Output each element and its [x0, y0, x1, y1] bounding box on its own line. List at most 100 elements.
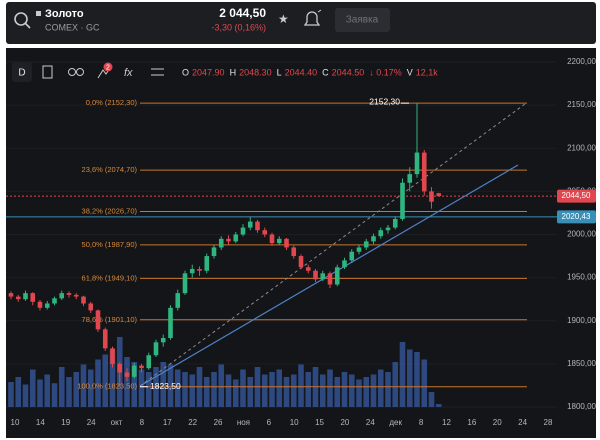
x-tick-label: 16 [467, 418, 476, 427]
x-tick-label: 14 [36, 418, 45, 427]
candle-body [182, 273, 188, 294]
volume-bar [406, 349, 413, 407]
candle-body [146, 355, 152, 369]
candle-body [291, 247, 297, 257]
y-tick-label: 2150,00 [567, 100, 596, 109]
candle-body [139, 365, 144, 369]
candle-body [298, 256, 304, 268]
volume-bar [261, 374, 268, 407]
candle-body [124, 372, 130, 377]
x-tick-label: 17 [163, 418, 172, 427]
search-icon[interactable] [14, 12, 31, 29]
candle-body [95, 310, 101, 330]
x-tick-label: 24 [87, 418, 96, 427]
interval[interactable]: D [18, 68, 25, 79]
order-button-label[interactable]: Заявка [346, 15, 379, 26]
candle-body [356, 247, 362, 252]
fib-label: 100,0% (1823,50) [77, 382, 137, 391]
ohlc-key: O [182, 67, 189, 77]
volume-bar [51, 383, 58, 407]
candle-body [233, 234, 239, 242]
x-tick-label: 6 [267, 418, 272, 427]
volume-bar [160, 362, 167, 407]
x-tick-label: окт [111, 418, 123, 427]
candle-body [320, 273, 326, 280]
lock-icon [36, 11, 41, 16]
x-tick-label: ноя [237, 418, 250, 427]
alert-icon[interactable] [303, 9, 322, 26]
compare-icon[interactable] [68, 68, 84, 76]
volume-bar [283, 377, 290, 407]
volume-bar [247, 377, 254, 407]
x-tick-label: 8 [419, 418, 424, 427]
settings-icon[interactable] [151, 68, 164, 76]
candle-body [255, 221, 260, 231]
volume-bar [22, 384, 29, 407]
candle-body [305, 267, 311, 271]
volume-bar [327, 369, 333, 407]
x-tick-label: 24 [518, 418, 527, 427]
candle-body [313, 270, 318, 280]
volume-bar [66, 377, 72, 407]
candle-body [342, 260, 347, 268]
volume-bar [58, 367, 65, 407]
candle-body [218, 238, 224, 248]
interval-button[interactable] [12, 62, 32, 82]
volume-bar [138, 369, 145, 407]
volume-bar [189, 374, 196, 407]
volume-bar [276, 369, 283, 407]
x-tick-label: 20 [493, 418, 502, 427]
volume-bar [341, 372, 348, 407]
x-tick-label: 10 [11, 418, 20, 427]
candle-body [23, 293, 28, 300]
candle-body [160, 338, 166, 343]
x-tick-label: 22 [188, 418, 197, 427]
instrument[interactable]: Золото [45, 8, 84, 20]
x-tick-label: дек [389, 418, 402, 427]
fib-label: 50,0% (1987,90) [82, 240, 138, 249]
star-icon[interactable]: ★ [278, 12, 289, 26]
price-tag-label: 2020,43 [562, 212, 591, 221]
fib-diagonal [139, 103, 526, 387]
candle-body [15, 296, 21, 300]
volume-bar [218, 364, 225, 407]
candle-body [363, 241, 369, 248]
volume-bar [131, 362, 138, 407]
volume-bar [44, 374, 51, 407]
y-tick-label: 2000,00 [567, 230, 596, 239]
candle-body [240, 227, 246, 235]
fx-button[interactable]: fx [124, 67, 133, 79]
y-tick-label: 1950,00 [567, 273, 596, 282]
volume-bar [421, 359, 428, 407]
candle-body [37, 301, 43, 308]
ohlc-value: 2044.40 [285, 67, 318, 77]
volume-bar [392, 362, 399, 407]
candle-body [284, 238, 289, 248]
x-tick-label: 8 [140, 418, 145, 427]
candle-body [385, 227, 391, 231]
ohlc-value: 2048.30 [239, 67, 272, 77]
volume-bar [399, 342, 406, 407]
price-change: -3,30 (0,16%) [211, 22, 266, 32]
candle-body [276, 238, 282, 244]
x-tick-label: 24 [366, 418, 375, 427]
volume-bar [211, 372, 217, 407]
volume-bar [145, 372, 152, 407]
candle-body [168, 307, 173, 338]
volume-bar [225, 374, 232, 407]
volume-bar [29, 369, 36, 407]
price-tag-label: 2044,50 [562, 191, 591, 200]
candle-body [414, 152, 420, 175]
fib-label: 61,8% (1949,10) [82, 273, 138, 282]
exchange: COMEX · GC [45, 22, 100, 32]
order-button[interactable] [335, 8, 390, 32]
candle-body [371, 236, 376, 242]
candle-body [30, 293, 36, 302]
volume-key: V [407, 67, 413, 77]
price: 2 044,50 [219, 6, 266, 20]
candle-body [102, 329, 108, 349]
volume-bar [269, 372, 275, 407]
template-icon[interactable] [42, 65, 53, 79]
candle-body [211, 247, 217, 257]
